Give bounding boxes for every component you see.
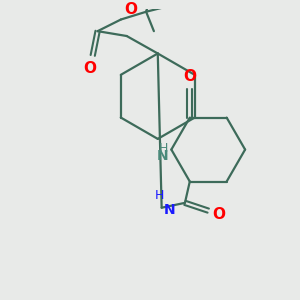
Text: O: O [124, 2, 137, 16]
Text: O: O [183, 69, 196, 84]
Text: O: O [212, 207, 225, 222]
Text: N: N [164, 203, 175, 217]
Text: N: N [157, 149, 168, 164]
Text: O: O [83, 61, 96, 76]
Text: H: H [155, 189, 164, 202]
Text: H: H [159, 142, 168, 155]
